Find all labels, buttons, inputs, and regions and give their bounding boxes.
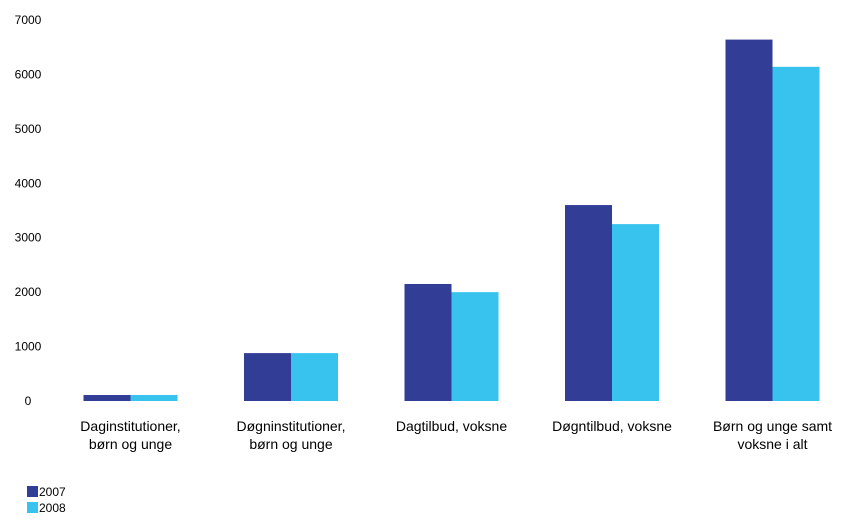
- y-tick-label: 7000: [15, 13, 42, 27]
- bar-2008-2: [291, 353, 338, 401]
- bar-2007-5: [725, 39, 773, 401]
- x-category-label: Døgninstitutioner, børn og unge: [237, 418, 346, 452]
- bar-2007-2: [244, 353, 291, 401]
- bars: [83, 39, 820, 402]
- legend-swatch-2008: [27, 502, 38, 513]
- legend-label-2007: 2007: [39, 485, 66, 499]
- y-tick-label: 6000: [15, 67, 42, 81]
- y-axis: 0 1000 2000 3000 4000 5000 6000 7000: [15, 13, 42, 408]
- bar-2007-1: [83, 395, 131, 401]
- legend-swatch-2007: [27, 486, 38, 497]
- bar-2008-4: [612, 224, 659, 401]
- y-tick-label: 5000: [15, 122, 42, 136]
- bar-2008-5: [772, 66, 820, 402]
- bar-2007-4: [565, 205, 612, 401]
- x-axis: Daginstitutioner, børn og unge Døgninstitu…: [80, 418, 832, 452]
- bar-2007-3: [404, 283, 452, 401]
- bar-2008-1: [130, 395, 178, 401]
- y-tick-label: 4000: [15, 176, 42, 190]
- x-category-label: Børn og unge samt voksne i alt: [713, 418, 832, 452]
- legend: 2007 2008: [27, 485, 66, 515]
- y-tick-label: 0: [25, 394, 32, 408]
- y-tick-label: 1000: [15, 340, 42, 354]
- x-category-label: Daginstitutioner, børn og unge: [80, 418, 180, 452]
- y-tick-label: 3000: [15, 231, 42, 245]
- legend-label-2008: 2008: [39, 501, 66, 515]
- x-category-label: Døgntilbud, voksne: [552, 418, 672, 434]
- x-category-label: Dagtilbud, voksne: [396, 418, 508, 434]
- y-tick-label: 2000: [15, 285, 42, 299]
- bar-2008-3: [451, 292, 499, 401]
